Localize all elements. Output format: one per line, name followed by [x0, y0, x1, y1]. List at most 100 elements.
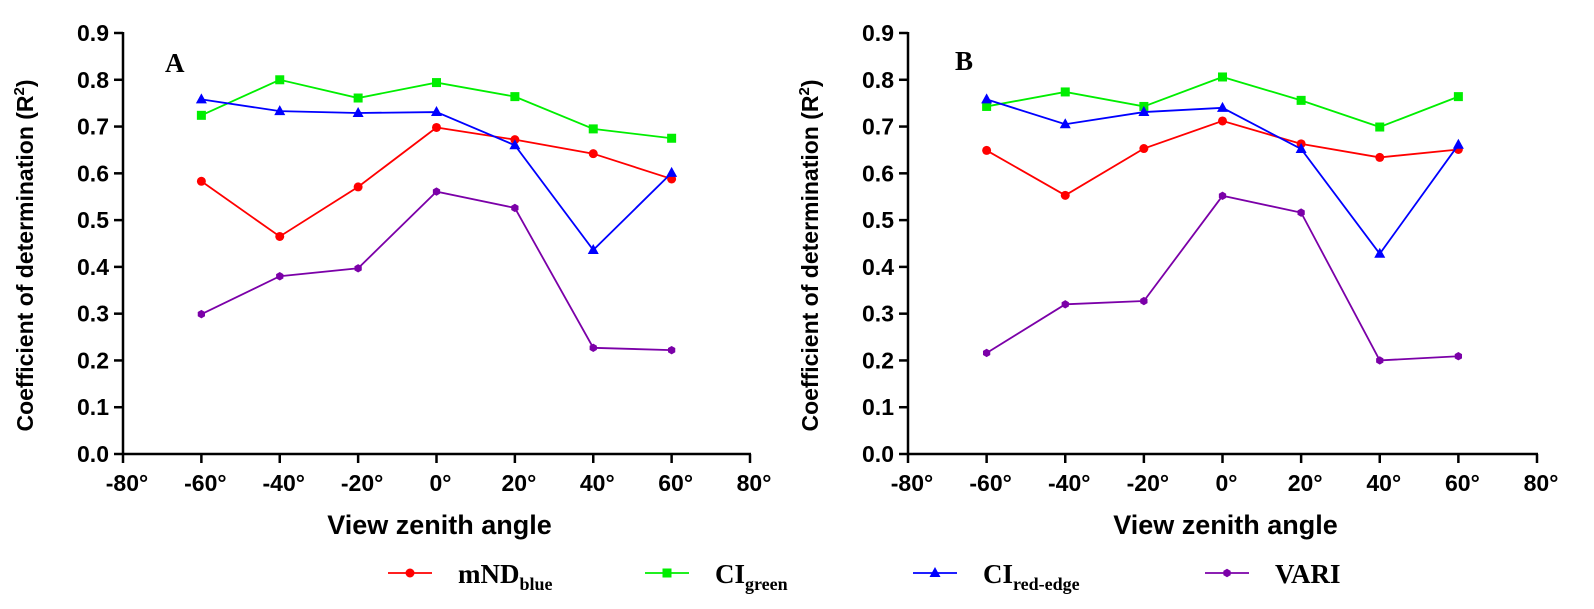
y-axis-label-main: Coefficient of determination (R	[12, 95, 38, 431]
data-point-vari	[667, 345, 676, 355]
data-point-ci_red-edge	[431, 106, 442, 117]
series-line-mnd_blue	[200, 126, 672, 238]
y-tick-label: 0.7	[77, 114, 109, 140]
x-tick-label: -80°	[106, 470, 148, 496]
data-point-mnd_blue	[1060, 190, 1070, 200]
x-tick-label: -40°	[263, 470, 305, 496]
x-tick-label: 40°	[1366, 470, 1401, 496]
x-tick-label: 20°	[501, 470, 536, 496]
data-point-ci_red-edge	[1374, 247, 1386, 258]
data-point-ci_red-edge	[981, 93, 993, 104]
data-point-vari	[276, 272, 284, 281]
legend-marker	[1223, 568, 1231, 578]
series-line-vari	[986, 194, 1459, 362]
legend-label: VARI	[1275, 559, 1341, 589]
data-point-ci_green	[1296, 95, 1306, 105]
x-tick-label: -20°	[341, 470, 383, 496]
data-point-ci_green	[196, 110, 206, 120]
data-point-vari	[982, 348, 991, 358]
y-axis-label: Coefficient of determination (R2)	[11, 79, 38, 431]
data-point-mnd_blue	[432, 122, 441, 132]
y-tick-label: 0.3	[77, 301, 109, 327]
x-tick-label: -60°	[969, 470, 1011, 496]
y-tick-label: 0.6	[862, 160, 894, 186]
data-point-ci_red-edge	[195, 93, 207, 104]
legend-label-main: VARI	[1275, 559, 1341, 589]
data-point-ci_green	[432, 78, 441, 88]
data-point-mnd_blue	[588, 149, 598, 159]
y-tick-label: 0.5	[862, 207, 894, 233]
panel-b: 0.0 0.1 0.2 0.3 0.4 0.5 0.6 0.7 0.8 0.9 -80° -60° -4…	[796, 20, 1558, 540]
data-point-ci_green	[982, 101, 992, 111]
y-axis-label: Coefficient of determination (R2)	[796, 79, 823, 431]
y-tick-label: 0.9	[77, 20, 109, 46]
x-tick-label: -80°	[891, 470, 933, 496]
x-tick-label: 0°	[430, 470, 452, 496]
legend-label-main: mND	[458, 559, 520, 589]
x-axis-label: View zenith angle	[1113, 510, 1338, 540]
data-point-ci_green	[1218, 72, 1227, 82]
data-point-mnd_blue	[196, 176, 206, 186]
data-point-vari	[354, 264, 362, 273]
panel-label: B	[955, 46, 973, 76]
y-tick-label: 0.4	[77, 254, 109, 280]
y-tick-label: 0.1	[862, 394, 894, 420]
x-tick-label: 20°	[1288, 470, 1323, 496]
data-point-vari	[432, 187, 441, 196]
data-point-vari	[197, 309, 206, 319]
x-tick-label: -40°	[1048, 470, 1090, 496]
data-point-ci_red-edge	[274, 105, 286, 116]
panel-a: 0.0 0.1 0.2 0.3 0.4 0.5 0.6 0.7 0.8 0.9 -80° -60° -4…	[11, 20, 771, 540]
series-line-ci_red-edge	[201, 98, 673, 252]
legend-label-main: CI	[983, 559, 1013, 589]
x-tick-label: 60°	[1445, 470, 1480, 496]
y-axis-label-sup: 2	[11, 87, 28, 95]
y-tick-label: 0.2	[77, 347, 109, 373]
y-axis-label-main: Coefficient of determination (R	[797, 95, 823, 431]
data-point-mnd_blue	[275, 231, 285, 241]
x-tick-label: 60°	[658, 470, 693, 496]
y-tick-label: 0.2	[862, 347, 894, 373]
data-point-ci_green	[667, 133, 677, 143]
legend-label: CIred-edge	[983, 559, 1080, 594]
series-line-vari	[200, 190, 672, 352]
x-axis-label: View zenith angle	[327, 510, 552, 540]
data-point-vari	[1297, 208, 1305, 217]
data-point-vari	[511, 203, 519, 213]
y-tick-label: 0.5	[77, 207, 109, 233]
panel-label: A	[165, 48, 185, 78]
data-point-mnd_blue	[982, 145, 992, 155]
legend-label: CIgreen	[715, 559, 788, 594]
y-tick-label: 0.0	[862, 441, 894, 467]
data-point-ci_red-edge	[1059, 118, 1071, 129]
data-point-vari	[1140, 296, 1148, 306]
y-tick-label: 0.7	[862, 114, 894, 140]
x-tick-label: -60°	[184, 470, 226, 496]
data-point-ci_green	[510, 92, 520, 102]
legend-label-sub: green	[745, 574, 788, 594]
data-point-ci_red-edge	[1295, 143, 1307, 154]
y-axis-label-end: )	[12, 79, 38, 87]
y-tick-label: 0.8	[862, 67, 894, 93]
data-point-ci_red-edge	[666, 166, 678, 177]
legend-label-sub: blue	[520, 574, 553, 594]
data-point-ci_red-edge	[1217, 101, 1228, 112]
data-point-ci_red-edge	[587, 244, 599, 255]
x-tick-label: -20°	[1127, 470, 1169, 496]
y-tick-label: 0.3	[862, 301, 894, 327]
data-point-mnd_blue	[1375, 152, 1385, 162]
data-point-ci_red-edge	[1452, 138, 1464, 149]
data-point-ci_green	[275, 75, 285, 85]
data-point-vari	[1376, 356, 1384, 365]
x-tick-label: 80°	[1524, 470, 1559, 496]
legend: mNDblue CIgreen CIred-edge VARI	[388, 559, 1341, 594]
y-tick-label: 0.9	[862, 20, 894, 46]
y-tick-label: 0.0	[77, 441, 109, 467]
legend-label: mNDblue	[458, 559, 553, 594]
x-tick-label: 40°	[580, 470, 615, 496]
y-tick-label: 0.4	[862, 254, 894, 280]
y-axis-label-end: )	[797, 79, 823, 87]
x-tick-label: 0°	[1216, 470, 1238, 496]
data-point-vari	[589, 343, 597, 353]
